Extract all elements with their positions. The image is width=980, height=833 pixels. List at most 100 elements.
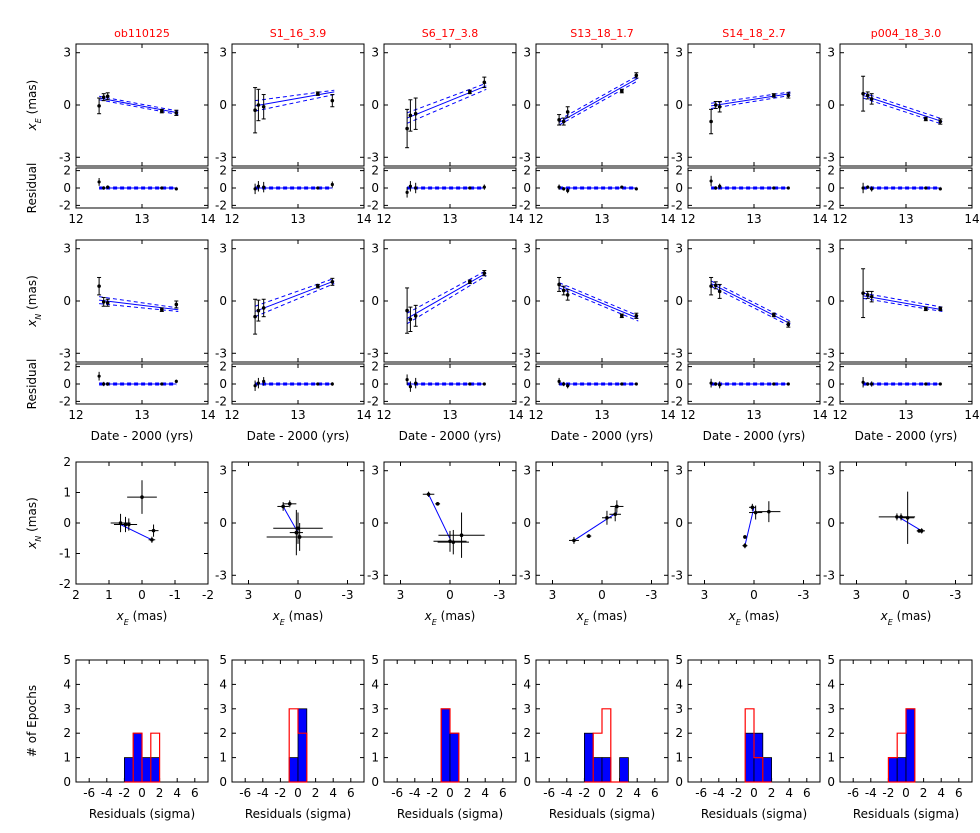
track-y-tick-label: -3 [215, 568, 227, 582]
hist-x-tick-label: 0 [750, 786, 758, 800]
track-fit-line [573, 512, 618, 541]
xN-data-point [482, 271, 487, 275]
hist-y-tick-label: 3 [371, 702, 379, 716]
res1-data-point [924, 186, 928, 190]
xN-data-point [717, 289, 722, 294]
xN-data-point [924, 307, 928, 311]
res1-y-tick-label: -2 [59, 198, 71, 212]
hist-x-tick-label: -6 [695, 786, 707, 800]
res1-y-tick-label: 0 [371, 181, 379, 195]
hist-y-tick-label: 3 [219, 702, 227, 716]
res2-data-point [861, 380, 865, 384]
xN-fit-band [863, 297, 943, 312]
res2-x-tick-label: 13 [594, 408, 609, 422]
xN-y-tick-label: -3 [59, 346, 71, 360]
track-data-point [750, 505, 755, 510]
track-data-point [767, 509, 771, 514]
xN-data-point [938, 307, 943, 311]
hist-bar [762, 757, 772, 783]
res1-y-tick-label: -2 [519, 198, 531, 212]
res2-data-point [102, 382, 106, 386]
track-x-tick-label: 0 [598, 588, 606, 602]
hist-y-tick-label: 5 [675, 653, 683, 667]
xE-y-tick-label: 3 [219, 46, 227, 60]
res2-x-tick-label: 12 [376, 408, 391, 422]
hist-x-tick-label: -4 [561, 786, 573, 800]
res2-data-point [718, 383, 722, 387]
xE-data-point [256, 103, 261, 107]
res2-data-point [870, 382, 874, 386]
hist-y-tick-label: 2 [219, 726, 227, 740]
hist-x-tick-label: -6 [847, 786, 859, 800]
xN-fit-band [99, 296, 179, 309]
track-axes [687, 461, 821, 585]
track-fit-line [744, 507, 755, 546]
res1-y-tick-label: -2 [367, 198, 379, 212]
res1-y-tick-label: 2 [523, 164, 531, 178]
xE-data-point [261, 104, 266, 109]
xE-data-point [408, 113, 413, 118]
xE-axes [535, 43, 669, 167]
res1-x-tick-label: 12 [680, 212, 695, 226]
track-axes [839, 461, 973, 585]
xN-fit-band [710, 285, 791, 327]
xN-y-tick-label: -3 [671, 346, 683, 360]
xN-fit-line [99, 299, 179, 311]
xN-axes [535, 239, 669, 363]
res1-x-tick-label: 12 [832, 212, 847, 226]
track-x-tick-label: 0 [750, 588, 758, 602]
xE-data-point [565, 110, 570, 114]
track-axes [383, 461, 517, 585]
hist-y-tick-label: 1 [827, 751, 835, 765]
xN-y-tick-label: 0 [219, 294, 227, 308]
xE-axes [383, 43, 517, 167]
res1-x-tick-label: 12 [528, 212, 543, 226]
res1-data-point [714, 186, 718, 190]
hist-y-tick-label: 5 [63, 653, 71, 667]
track-x-tick-label: 3 [397, 588, 405, 602]
hist-x-tick-label: -2 [882, 786, 894, 800]
hist-bar [150, 757, 161, 783]
track-x-tick-label: -1 [169, 588, 181, 602]
track-data-point [615, 504, 619, 509]
panel-title: p004_18_3.0 [871, 27, 941, 40]
res1-x-tick-label: 14 [964, 212, 979, 226]
xE-data-point [405, 126, 409, 131]
track-data-point [753, 510, 758, 515]
res2-data-point [557, 379, 561, 383]
res1-data-point [330, 182, 334, 187]
res2-data-point [938, 382, 942, 386]
hist-x-tick-label: 4 [633, 786, 641, 800]
res1-x-tick-label: 14 [812, 212, 827, 226]
hist-y-tick-label: 3 [63, 702, 71, 716]
track-xlabel: xE (mas) [880, 609, 932, 627]
track-y-tick-label: 0 [827, 516, 835, 530]
hist-x-tick-label: 6 [803, 786, 811, 800]
xE-data-point [97, 104, 101, 108]
xN-data-point [316, 284, 320, 288]
res2-x-tick-label: 14 [660, 408, 675, 422]
hist-x-tick-label: 2 [616, 786, 624, 800]
track-axes [535, 461, 669, 585]
xN-data-point [97, 284, 101, 288]
date-xlabel: Date - 2000 (yrs) [247, 429, 350, 443]
track-data-point [297, 535, 302, 539]
hist-x-tick-label: -2 [118, 786, 130, 800]
date-xlabel: Date - 2000 (yrs) [399, 429, 502, 443]
track-data-point [905, 515, 910, 520]
track-y-tick-label: 3 [523, 464, 531, 478]
xE-data-point [713, 103, 718, 107]
hist-bar [288, 757, 299, 783]
hist-x-tick-label: -4 [713, 786, 725, 800]
xN-data-point [861, 291, 865, 295]
hist-x-tick-label: 0 [598, 786, 606, 800]
xE-fit-band [558, 80, 639, 126]
hist-bar [905, 708, 916, 783]
res1-x-tick-label: 13 [134, 212, 149, 226]
xE-fit-line [558, 77, 639, 123]
xN-data-point [865, 293, 870, 297]
xE-y-tick-label: -3 [519, 150, 531, 164]
